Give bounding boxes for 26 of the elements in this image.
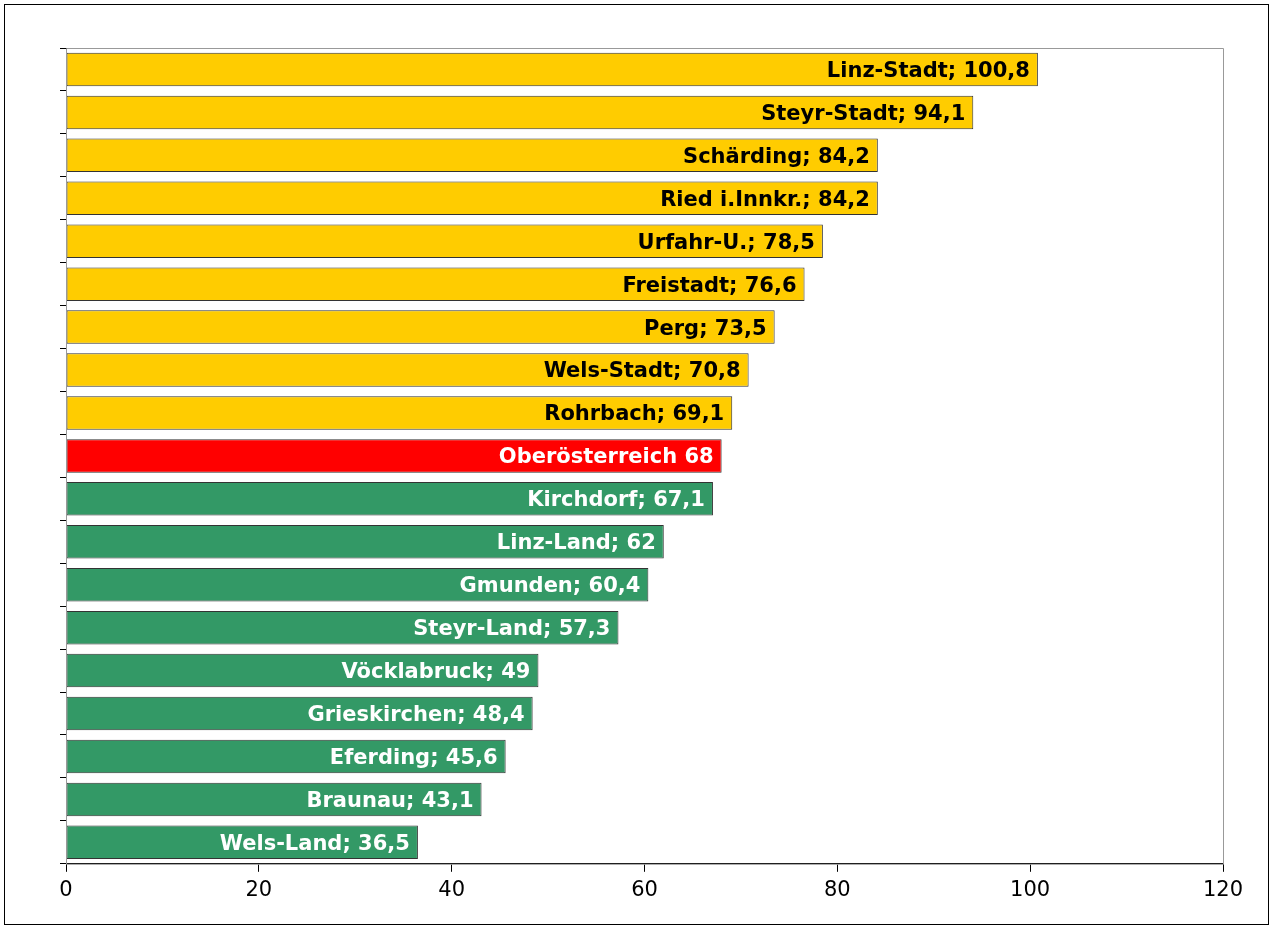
- x-tick-label: 60: [631, 876, 658, 901]
- data-label: Steyr-Stadt; 94,1: [761, 100, 966, 125]
- x-tick-label: 120: [1202, 876, 1244, 901]
- data-label: Wels-Stadt; 70,8: [543, 358, 741, 383]
- data-label: Eferding; 45,6: [329, 744, 498, 769]
- data-label: Braunau; 43,1: [306, 787, 474, 812]
- data-label: Gmunden; 60,4: [459, 573, 641, 598]
- data-label: Linz-Land; 62: [496, 530, 656, 555]
- data-label: Vöcklabruck; 49: [341, 659, 531, 684]
- data-label: Wels-Land; 36,5: [219, 830, 410, 855]
- x-tick-label: 20: [245, 876, 273, 901]
- x-tick-label: 80: [823, 876, 851, 901]
- data-label: Perg; 73,5: [644, 315, 767, 340]
- x-tick-label: 100: [1010, 876, 1051, 901]
- data-label: Urfahr-U.; 78,5: [637, 229, 815, 254]
- data-label: Ried i.Innkr.; 84,2: [660, 186, 870, 211]
- data-label: Freistadt; 76,6: [622, 272, 797, 297]
- data-label: Oberösterreich 68: [498, 444, 714, 469]
- data-label: Steyr-Land; 57,3: [413, 616, 611, 641]
- data-label: Grieskirchen; 48,4: [307, 701, 525, 726]
- data-label: Schärding; 84,2: [683, 143, 870, 168]
- data-label: Rohrbach; 69,1: [544, 401, 725, 426]
- data-label: Kirchdorf; 67,1: [527, 487, 705, 512]
- x-tick-label: 0: [59, 876, 73, 901]
- data-label: Linz-Stadt; 100,8: [826, 57, 1030, 82]
- x-tick-label: 40: [438, 876, 466, 901]
